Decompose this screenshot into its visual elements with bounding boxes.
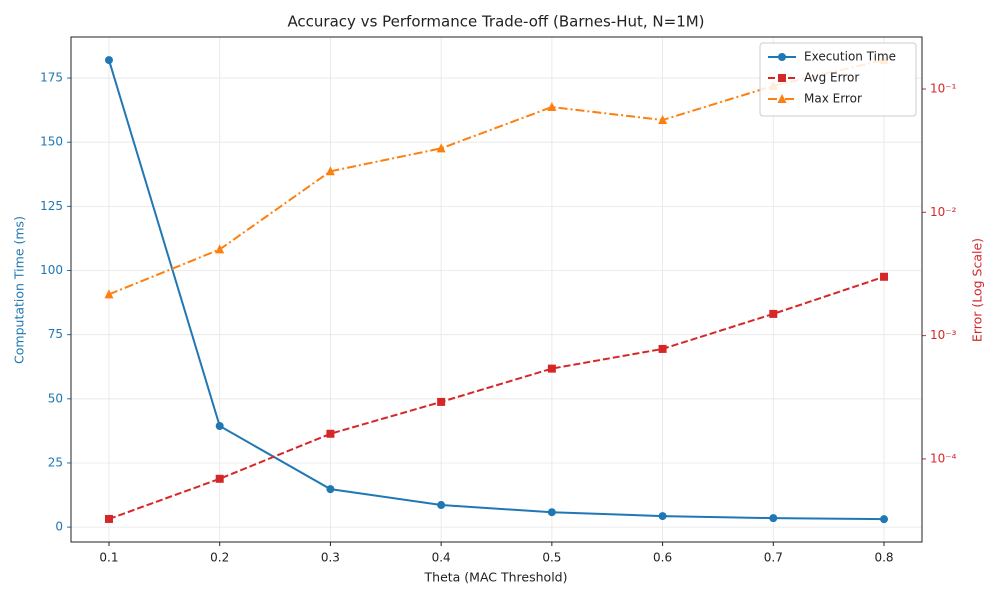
point <box>658 512 667 521</box>
point <box>769 309 778 318</box>
y-tick-label: 75 <box>48 327 63 341</box>
point <box>436 143 446 153</box>
point <box>325 166 335 176</box>
legend-label: Avg Error <box>804 71 859 85</box>
y-axis-label: Computation Time (ms) <box>12 216 27 364</box>
x-axis-label: Theta (MAC Threshold) <box>424 570 568 585</box>
y2-tick-label: 10⁻¹ <box>930 81 957 95</box>
y2-axis-label: Error (Log Scale) <box>970 238 985 342</box>
x-tick-label: 0.5 <box>542 551 561 565</box>
point <box>215 422 224 431</box>
point <box>326 429 335 438</box>
series-line <box>108 59 885 521</box>
y-tick-label: 125 <box>40 199 63 213</box>
x-tick-label: 0.2 <box>210 551 229 565</box>
point <box>547 508 556 517</box>
x-tick-label: 0.8 <box>874 551 893 565</box>
series-line <box>108 58 885 296</box>
point <box>326 485 335 494</box>
point <box>437 397 446 406</box>
point <box>104 289 114 299</box>
plot-frame <box>70 36 923 543</box>
legend-box <box>759 42 917 117</box>
y-tick-label: 50 <box>48 391 63 405</box>
x-tick-label: 0.6 <box>653 551 672 565</box>
y2-tick-label: 10⁻⁴ <box>930 451 957 465</box>
x-tick-label: 0.3 <box>321 551 340 565</box>
point <box>769 514 778 523</box>
y-tick-label: 0 <box>55 520 63 534</box>
y-tick-label: 100 <box>40 263 63 277</box>
series-line <box>108 275 885 520</box>
point <box>547 364 556 373</box>
y-tick-label: 25 <box>48 455 63 469</box>
legend-label: Execution Time <box>804 50 896 64</box>
point <box>215 244 225 254</box>
y-tick-label: 175 <box>40 71 63 85</box>
point <box>437 501 446 510</box>
chart-title: Accuracy vs Performance Trade-off (Barne… <box>287 13 704 31</box>
legend-marker <box>778 74 786 82</box>
point <box>215 474 224 483</box>
point <box>880 272 889 281</box>
y2-tick-label: 10⁻² <box>930 205 957 219</box>
x-tick-label: 0.1 <box>99 551 118 565</box>
y-tick-label: 150 <box>40 135 63 149</box>
point <box>104 56 113 65</box>
legend-marker <box>778 53 786 61</box>
x-tick-label: 0.4 <box>432 551 451 565</box>
x-tick-label: 0.7 <box>764 551 783 565</box>
legend-label: Max Error <box>804 92 862 106</box>
point <box>104 514 113 523</box>
point <box>547 102 557 112</box>
point <box>880 515 889 524</box>
point <box>658 115 668 125</box>
y2-tick-label: 10⁻³ <box>930 328 957 342</box>
point <box>658 344 667 353</box>
legend-marker <box>777 94 787 103</box>
